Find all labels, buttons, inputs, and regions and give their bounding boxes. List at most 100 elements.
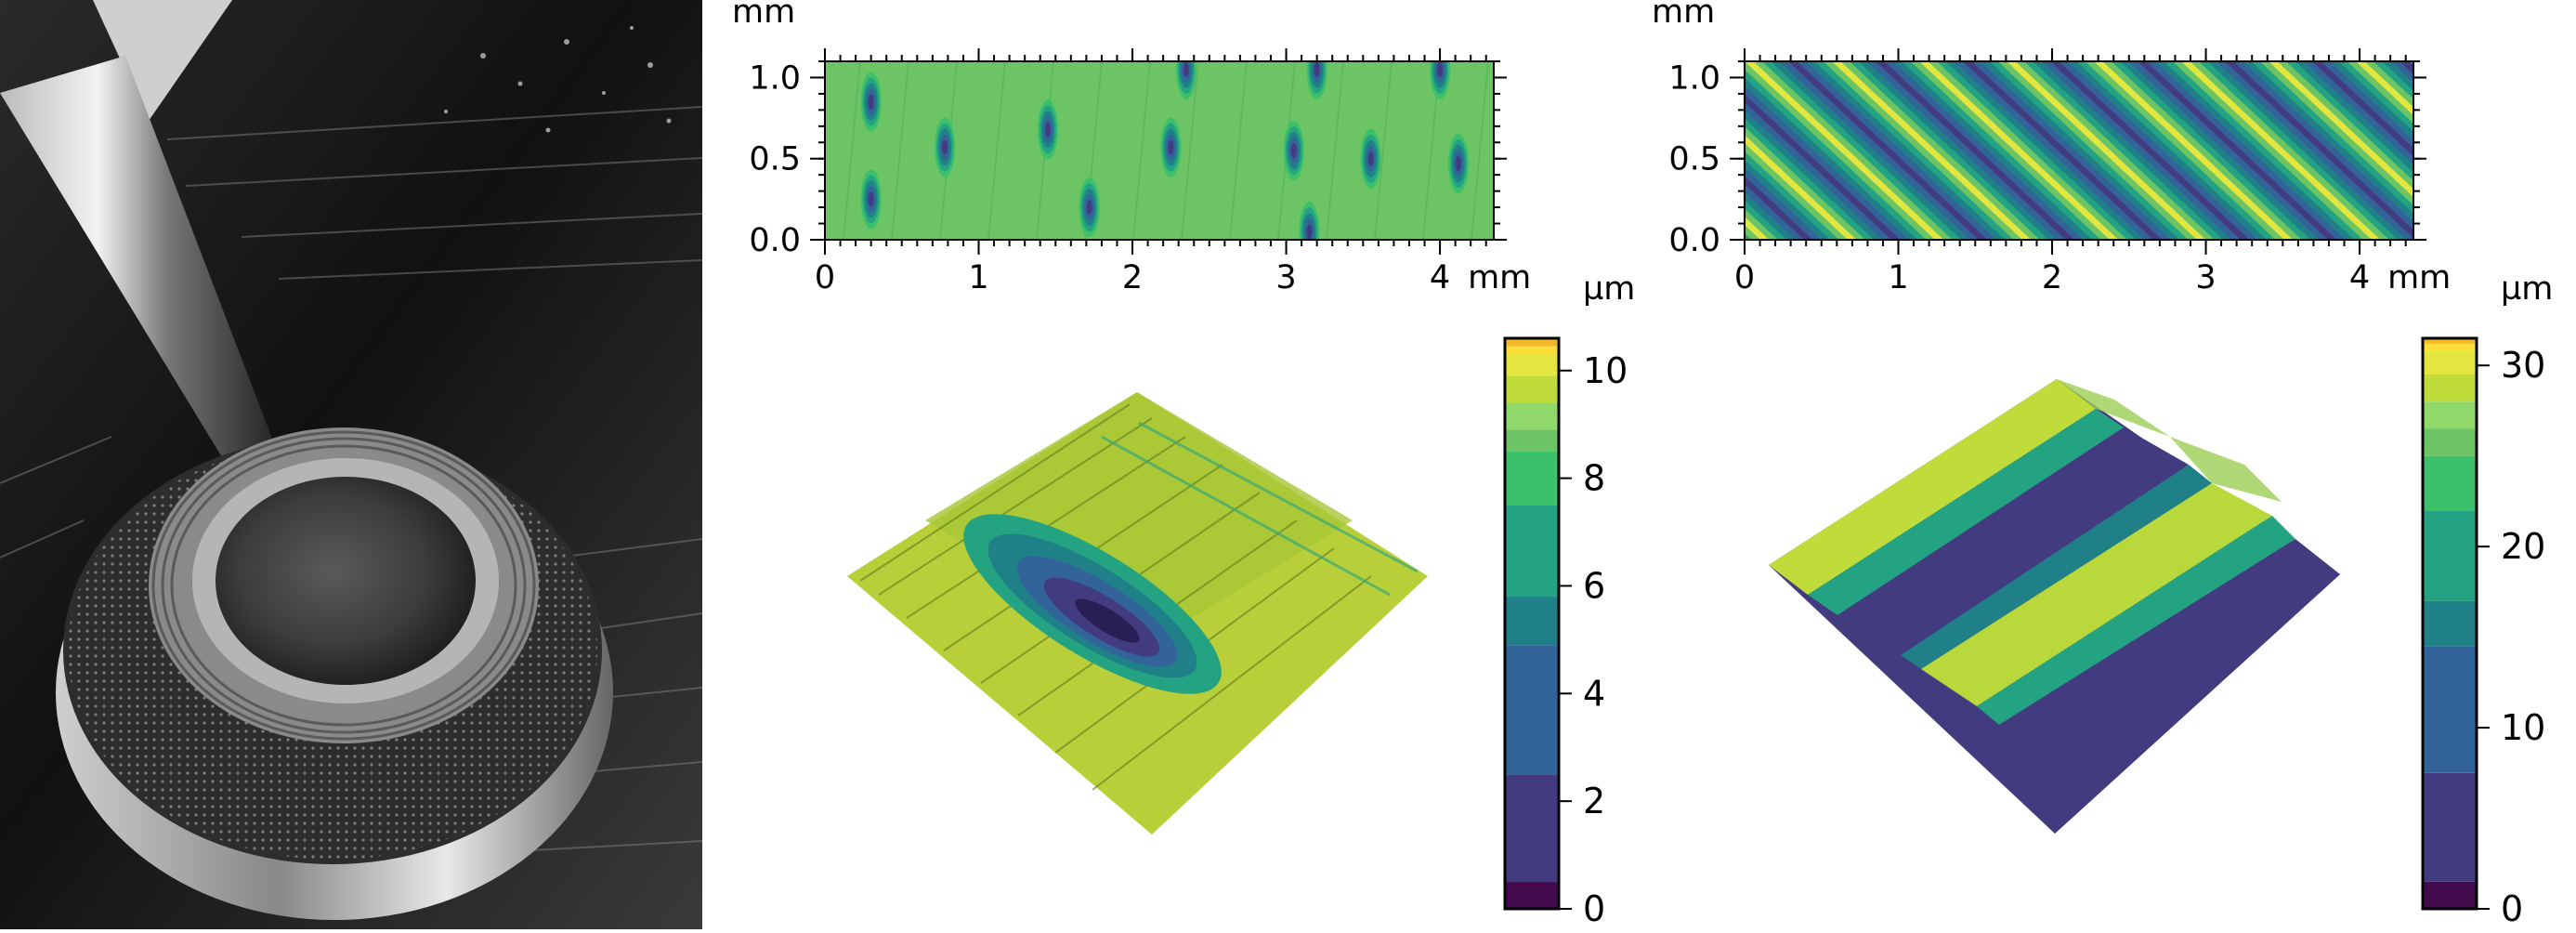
groove-stripe	[1745, 224, 1761, 240]
dimple	[1079, 177, 1100, 238]
top-left-axes: 0 1 2 3 4 mm 0.0 0.5 1.0 mm	[732, 0, 1531, 296]
groove-stripe	[2382, 61, 2413, 91]
groove-stripe	[2198, 61, 2399, 240]
dimple-ring	[1306, 224, 1313, 240]
dimple	[860, 169, 882, 230]
scratch-line	[1132, 61, 1151, 240]
machining-photo	[0, 0, 703, 929]
scratch-line	[1326, 61, 1344, 240]
groove-stripe	[1823, 61, 2023, 240]
scratch-line	[891, 61, 909, 240]
y-tick-label: 0.0	[1668, 222, 1720, 259]
groove-stripe	[1753, 61, 1954, 240]
x-tick-label: 2	[1122, 259, 1143, 296]
groove-stripe	[2251, 61, 2413, 214]
groove-stripe	[2076, 61, 2277, 240]
dimple	[1160, 117, 1182, 177]
groove-stripe	[1866, 61, 2067, 240]
right-3d-surface-view	[1769, 379, 2340, 834]
groove-stripe	[2530, 61, 2576, 240]
groove-stripe	[2059, 61, 2259, 240]
dimple	[1299, 202, 1320, 240]
groove-stripe	[2487, 61, 2576, 240]
groove-stripe	[2154, 61, 2356, 240]
scratch-line	[1181, 61, 1199, 240]
groove-stripe	[2172, 61, 2373, 240]
colorbar-tick-label: 30	[2501, 345, 2545, 386]
groove-stripe	[1954, 61, 2154, 240]
groove-stripe	[1491, 61, 1691, 240]
y-tick-label: 0.5	[749, 141, 801, 178]
dimple-ring	[1367, 151, 1374, 166]
groove-stripe	[1892, 61, 2094, 240]
dimple-ring	[1455, 155, 1461, 171]
groove-stripe	[2007, 61, 2207, 240]
groove-stripe	[1945, 61, 2146, 240]
top-right-axes: 0 1 2 3 4 mm 0.0 0.5 1.0 mm	[1652, 0, 2451, 296]
groove-stripe	[1997, 61, 2198, 240]
colorbar-band	[1505, 645, 1559, 775]
groove-stripe	[2015, 61, 2216, 240]
scratch-line	[987, 61, 1006, 240]
x-tick-label: 0	[1734, 259, 1755, 296]
colorbar-band	[2423, 350, 2477, 375]
colorbar-band	[1505, 451, 1559, 506]
dimple-ring	[868, 94, 874, 110]
groove-stripe	[1483, 61, 1682, 240]
groove-stripe	[1858, 61, 2059, 240]
dimple-ring	[942, 139, 948, 155]
dimple-ring	[1086, 200, 1092, 216]
groove-stripe	[2443, 61, 2576, 240]
groove-stripe	[2277, 61, 2413, 190]
dimple	[1430, 61, 1451, 99]
dimple-ring	[868, 191, 874, 207]
groove-stripe	[2513, 61, 2576, 240]
groove-stripe	[2539, 61, 2576, 240]
dimple-ring	[1168, 139, 1174, 155]
scratch-line	[1374, 61, 1393, 240]
top-right-height-map	[1474, 61, 2576, 240]
x-unit-label: mm	[1468, 259, 1531, 296]
dimple	[1360, 128, 1381, 189]
groove-stripe	[2426, 61, 2576, 240]
groove-stripe	[1840, 61, 2041, 240]
groove-stripe	[2216, 61, 2413, 240]
groove-stripe	[2050, 61, 2251, 240]
groove-stripe	[2435, 61, 2576, 240]
colorbar-tick-label: 10	[1583, 350, 1628, 391]
groove-stripe	[2469, 61, 2576, 240]
colorbar-tick-label: 0	[2501, 888, 2523, 929]
groove-stripe	[2285, 61, 2413, 181]
dimple-ring	[1183, 61, 1189, 77]
groove-stripe	[2033, 61, 2233, 240]
left-3d-surface-view	[847, 392, 1428, 834]
colorbar-tick-label: 8	[1583, 458, 1605, 499]
colorbar-band	[1505, 354, 1559, 376]
groove-stripe	[2041, 61, 2242, 240]
groove-stripe	[2356, 61, 2413, 116]
groove-stripe	[1936, 61, 2138, 240]
y-unit-label: mm	[732, 0, 795, 31]
y-tick-label: 1.0	[1668, 59, 1720, 97]
groove-stripe	[1832, 61, 2033, 240]
x-tick-label: 1	[968, 259, 988, 296]
groove-stripe	[2164, 61, 2364, 240]
dimple	[935, 117, 956, 177]
groove-stripe	[2495, 61, 2576, 240]
groove-stripe	[1474, 61, 1674, 240]
left-colorbar: 0 2 4 6 8 10 µm	[1503, 270, 1635, 929]
top-left-height-map	[825, 61, 1494, 240]
dimple	[1175, 61, 1196, 99]
groove-stripe	[2504, 61, 2576, 240]
colorbar-band	[2423, 881, 2477, 909]
groove-stripe	[2190, 61, 2390, 240]
colorbar-tick-label: 6	[1583, 565, 1605, 606]
colorbar-band	[2423, 338, 2477, 344]
colorbar-band	[2423, 455, 2477, 511]
scratch-line	[843, 61, 861, 240]
colorbar-band	[1505, 774, 1559, 883]
groove-stripe	[2085, 61, 2285, 240]
groove-stripe	[2233, 61, 2413, 230]
groove-stripe	[2556, 61, 2576, 240]
colorbar-band	[1505, 375, 1559, 403]
